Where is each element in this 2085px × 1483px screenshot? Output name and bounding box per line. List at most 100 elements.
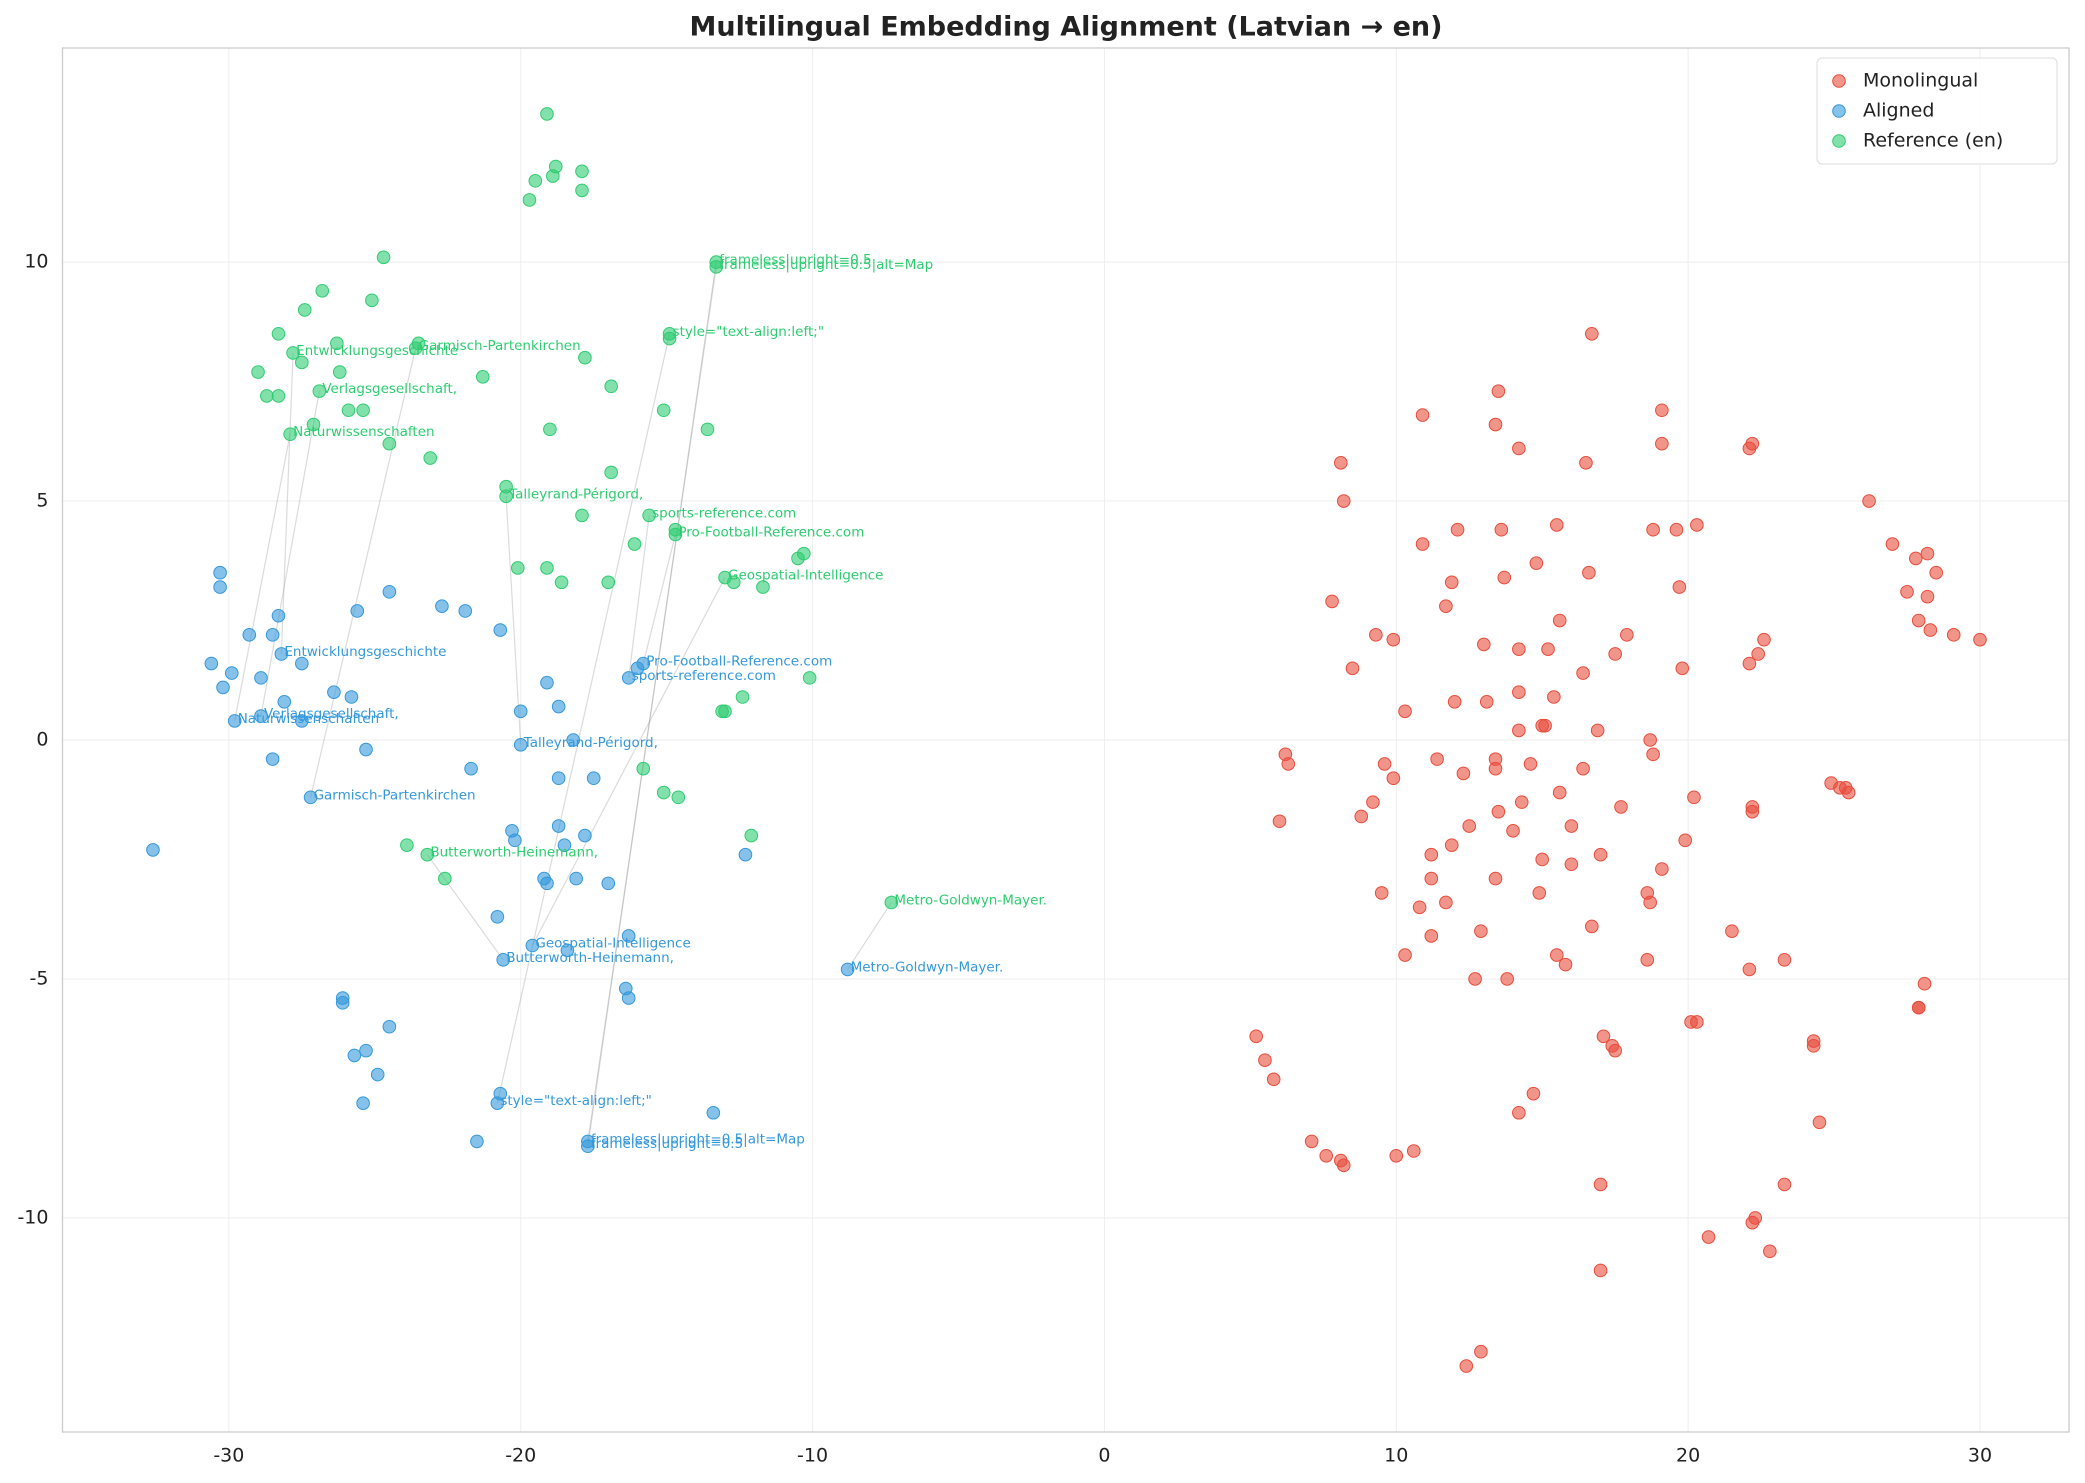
point [303,790,318,805]
point [581,1139,595,1154]
point [1585,919,1599,934]
point [1398,948,1412,962]
plot-frame [61,47,2070,1433]
alignment-link [847,902,892,970]
point [1841,785,1856,800]
point [464,761,478,776]
point [1920,589,1935,604]
alignment-link [628,515,650,678]
point [621,671,636,685]
point [283,427,297,441]
point [1386,632,1401,647]
point [1430,752,1444,766]
point [1669,522,1684,537]
point [569,871,583,886]
point [265,752,280,766]
point [1690,518,1704,532]
point [356,403,370,418]
point [575,164,589,179]
point [662,331,677,346]
point [1672,580,1687,594]
point [604,379,618,394]
point [726,575,741,590]
point [1552,613,1567,628]
point [306,417,321,432]
point [216,680,230,695]
point [341,403,356,418]
y-tick-label: -10 [17,1206,48,1228]
point [1751,647,1765,661]
point [1415,408,1430,422]
point [1643,895,1657,910]
x-tick-label: -10 [797,1445,828,1467]
point [510,561,525,575]
point [496,953,511,967]
point [1614,800,1628,814]
point [1406,1144,1421,1158]
point [1491,804,1506,819]
point [840,962,855,977]
point [1494,522,1509,537]
alignment-link [642,534,676,664]
point [470,1134,484,1149]
point [1862,494,1876,508]
point [359,742,373,757]
point [1477,637,1491,652]
point [1923,623,1938,637]
y-tick-label: 10 [24,251,48,273]
point [286,346,300,360]
point [1459,1359,1474,1373]
point [627,537,642,551]
point [546,169,560,183]
point [1911,1000,1926,1015]
links [234,262,892,1147]
point [146,843,160,857]
point [1514,795,1529,809]
point [791,551,805,566]
point [1366,795,1380,809]
x-tick-label: -20 [505,1445,536,1467]
point [1547,690,1561,704]
reference-label: sports-reference.com [652,505,796,521]
y-tick-label: -5 [30,967,49,989]
point [1541,642,1555,656]
alignment-link [587,266,717,1142]
point [525,938,540,953]
point [738,847,753,862]
point [254,671,268,685]
point [1512,685,1526,700]
point [350,604,365,618]
y-tick-label: 5 [36,490,48,512]
point [575,508,589,523]
aligned-label: Metro-Goldwyn-Mayer. [851,959,1004,975]
point [513,704,528,719]
point [1655,862,1669,876]
point [1973,632,1987,647]
point [540,675,554,690]
point [540,876,554,891]
point [1549,518,1564,532]
point [265,628,280,642]
point [560,943,575,958]
point [1929,565,1944,580]
point [1369,628,1383,642]
reference-label: frameless|upright=0.5 [719,252,871,268]
point [1447,694,1462,709]
point [1424,871,1439,886]
point [1456,766,1471,781]
legend-label: Monolingual [1863,70,1978,92]
point [1777,953,1792,967]
point [1582,565,1596,580]
point [400,838,414,852]
reference-label: Talleyrand-Périgord, [508,486,643,502]
point [1640,953,1655,967]
point [1532,886,1547,900]
reference-label: Entwicklungsgeschichte [296,343,458,359]
point [630,661,645,676]
point [578,350,592,365]
point [315,283,330,298]
point [1512,642,1526,656]
point [586,771,601,786]
legend-label: Reference (en) [1863,130,2003,152]
